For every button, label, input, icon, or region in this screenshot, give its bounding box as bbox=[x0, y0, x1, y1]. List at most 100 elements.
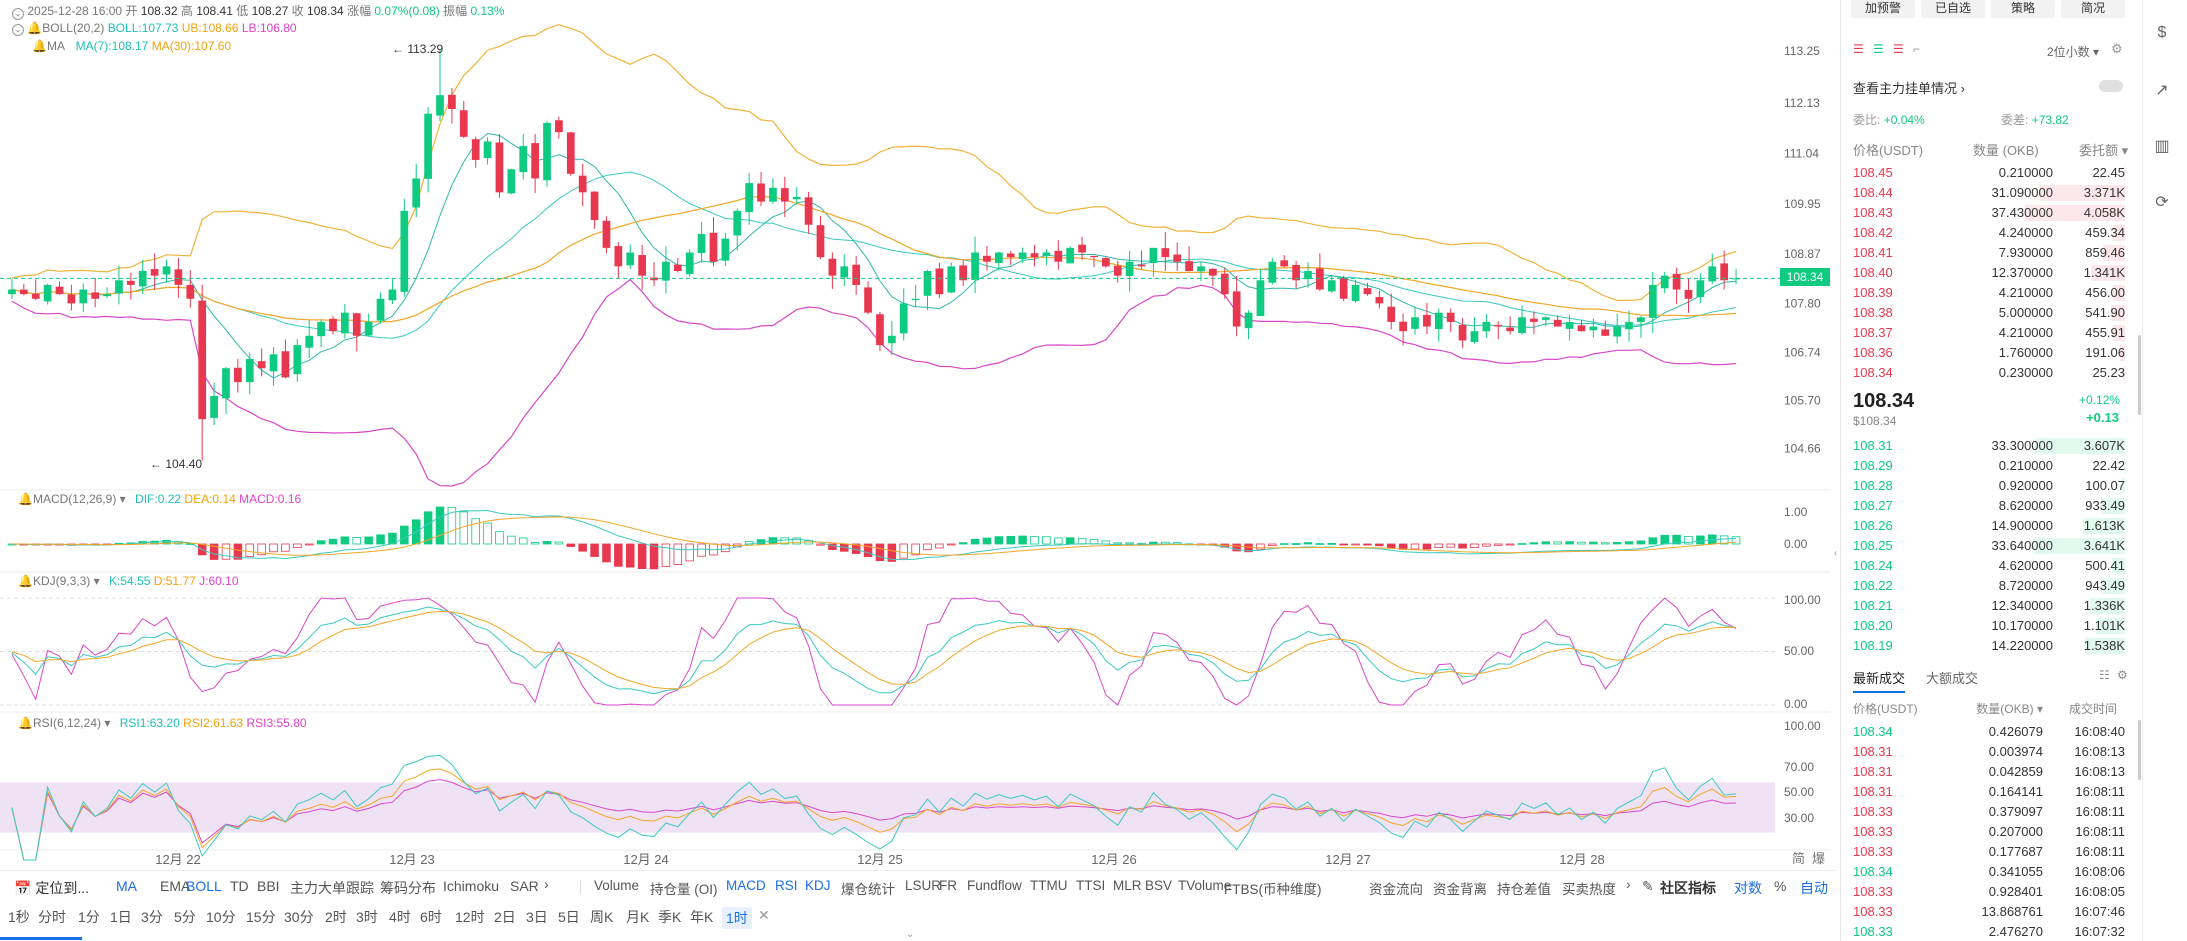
strategy-button[interactable]: 策略 bbox=[1991, 0, 2055, 18]
main-indicator-1[interactable]: EMA bbox=[160, 878, 191, 894]
chevron-right-icon[interactable]: › bbox=[1626, 876, 1631, 892]
sub-indicator-8[interactable]: Fundflow bbox=[967, 878, 1022, 893]
period-16[interactable]: 5日 bbox=[558, 909, 580, 925]
sub-indicator-9[interactable]: TTMU bbox=[1030, 878, 1068, 893]
period-6[interactable]: 10分 bbox=[206, 909, 236, 925]
book-both-icon[interactable]: ☰ bbox=[1853, 42, 1864, 56]
period-13[interactable]: 12时 bbox=[455, 909, 485, 925]
ask-row[interactable]: 108.36 1.760000 191.06 bbox=[1853, 343, 2125, 363]
bell-icon[interactable]: 🔔 bbox=[18, 574, 33, 588]
trend-icon[interactable]: ↗ bbox=[2155, 82, 2169, 99]
bar-chart-icon[interactable]: ▥ bbox=[2154, 138, 2170, 155]
settings-icon[interactable]: ⚙ bbox=[2117, 668, 2128, 682]
bid-row[interactable]: 108.22 8.720000 943.49 bbox=[1853, 576, 2125, 596]
main-indicator-7[interactable]: Ichimoku bbox=[443, 878, 500, 894]
log-scale-toggle[interactable]: 对数 bbox=[1734, 880, 1762, 896]
book-bids-icon[interactable]: ☰ bbox=[1873, 42, 1884, 56]
ask-row[interactable]: 108.34 0.230000 25.23 bbox=[1853, 363, 2125, 383]
ask-row[interactable]: 108.45 0.210000 22.45 bbox=[1853, 163, 2125, 183]
period-7[interactable]: 15分 bbox=[246, 909, 276, 925]
period-2[interactable]: 1分 bbox=[78, 909, 100, 925]
period-21[interactable]: 1时 bbox=[722, 907, 752, 929]
macd-legend[interactable]: 🔔MACD(12,26,9) ▾ DIF:0.22 DEA:0.14 MACD:… bbox=[18, 492, 302, 506]
ask-row[interactable]: 108.41 7.930000 859.46 bbox=[1853, 243, 2125, 263]
scrollbar[interactable] bbox=[2138, 720, 2141, 780]
main-orders-link[interactable]: 查看主力挂单情况 › bbox=[1853, 81, 1965, 96]
sub-indicator-6[interactable]: LSUR bbox=[905, 878, 942, 893]
collapse-icon[interactable]: ⌄ bbox=[12, 24, 24, 36]
bid-row[interactable]: 108.20 10.170000 1.101K bbox=[1853, 616, 2125, 636]
book-asks-icon[interactable]: ☰ bbox=[1893, 42, 1904, 56]
period-8[interactable]: 30分 bbox=[284, 909, 314, 925]
sub-indicator-4[interactable]: KDJ bbox=[805, 878, 831, 893]
ask-row[interactable]: 108.40 12.370000 1.341K bbox=[1853, 263, 2125, 283]
ask-row[interactable]: 108.38 5.000000 541.90 bbox=[1853, 303, 2125, 323]
bell-icon[interactable]: 🔔 bbox=[27, 21, 43, 35]
add-alert-button[interactable]: 加预警 bbox=[1851, 0, 1915, 18]
period-4[interactable]: 3分 bbox=[141, 909, 163, 925]
community-indicators-button[interactable]: 社区指标 bbox=[1660, 880, 1716, 896]
trade-col-qty[interactable]: 数量(OKB) ▾ bbox=[1976, 702, 2043, 716]
close-icon[interactable]: ✕ bbox=[758, 907, 770, 923]
main-indicator-8[interactable]: SAR bbox=[510, 878, 539, 894]
bid-row[interactable]: 108.28 0.920000 100.07 bbox=[1853, 476, 2125, 496]
period-5[interactable]: 5分 bbox=[174, 909, 196, 925]
ma-legend[interactable]: 🔔MA MA(7):108.17 MA(30):107.60 bbox=[32, 39, 232, 53]
settings-icon[interactable]: ⚙ bbox=[2111, 41, 2123, 56]
bell-icon[interactable]: 🔔 bbox=[18, 716, 33, 730]
period-20[interactable]: 年K bbox=[690, 909, 714, 925]
candlestick-chart[interactable]: 113.25 112.13 111.04 109.95 108.87 107.80 106.… bbox=[0, 0, 1830, 870]
period-9[interactable]: 2时 bbox=[325, 909, 347, 925]
bid-row[interactable]: 108.19 14.220000 1.538K bbox=[1853, 636, 2125, 656]
chevron-down-icon[interactable]: ▾ bbox=[93, 574, 100, 588]
sub-indicator-14[interactable]: FTBS(币种维度) bbox=[1224, 882, 1322, 897]
sub-indicator-15[interactable]: 资金流向 bbox=[1369, 882, 1423, 897]
dollar-icon[interactable]: $ bbox=[2157, 24, 2167, 41]
locate-button[interactable]: 📅 定位到... bbox=[14, 880, 89, 896]
sub-indicator-12[interactable]: BSV bbox=[1145, 878, 1173, 893]
ask-row[interactable]: 108.37 4.210000 455.91 bbox=[1853, 323, 2125, 343]
main-indicator-3[interactable]: TD bbox=[230, 878, 249, 894]
sub-indicator-16[interactable]: 资金背离 bbox=[1433, 882, 1487, 897]
period-15[interactable]: 3日 bbox=[526, 909, 548, 925]
depth-icon[interactable]: ⌐ bbox=[1913, 42, 1921, 56]
bid-row[interactable]: 108.26 14.900000 1.613K bbox=[1853, 516, 2125, 536]
chevron-down-icon[interactable]: ▾ bbox=[119, 492, 126, 506]
watchlist-button[interactable]: 已自选 bbox=[1921, 0, 1985, 18]
period-0[interactable]: 1秒 bbox=[8, 909, 30, 925]
sub-indicator-18[interactable]: 买卖热度 bbox=[1562, 882, 1616, 897]
bid-row[interactable]: 108.27 8.620000 933.49 bbox=[1853, 496, 2125, 516]
chevron-down-icon[interactable]: ⌄ bbox=[906, 929, 915, 940]
bid-row[interactable]: 108.25 33.640000 3.641K bbox=[1853, 536, 2125, 556]
sub-indicator-3[interactable]: RSI bbox=[775, 878, 798, 893]
period-10[interactable]: 3时 bbox=[356, 909, 378, 925]
tab-large-trades[interactable]: 大额成交 bbox=[1926, 671, 1979, 686]
sub-indicator-10[interactable]: TTSI bbox=[1076, 878, 1106, 893]
main-indicator-5[interactable]: 主力大单跟踪 bbox=[290, 880, 374, 896]
filter-icon[interactable]: ☷ bbox=[2099, 668, 2110, 682]
boll-legend[interactable]: ⌄ 🔔BOLL(20,2) BOLL:107.73 UB:108.66 LB:1… bbox=[12, 21, 297, 36]
period-18[interactable]: 月K bbox=[626, 909, 650, 925]
main-orders-toggle[interactable] bbox=[2099, 80, 2123, 92]
period-14[interactable]: 2日 bbox=[494, 909, 516, 925]
ask-row[interactable]: 108.43 37.430000 4.058K bbox=[1853, 203, 2125, 223]
sub-indicator-17[interactable]: 持仓差值 bbox=[1497, 882, 1551, 897]
axis-corner-explode[interactable]: 爆 bbox=[1812, 851, 1826, 866]
exchange-icon[interactable]: ⟳ bbox=[2155, 194, 2169, 211]
period-17[interactable]: 周K bbox=[590, 909, 614, 925]
sub-indicator-13[interactable]: TVolume bbox=[1178, 878, 1232, 893]
percent-scale-toggle[interactable]: % bbox=[1774, 878, 1787, 894]
sub-indicator-2[interactable]: MACD bbox=[726, 878, 766, 893]
main-indicator-6[interactable]: 筹码分布 bbox=[380, 880, 436, 896]
scrollbar[interactable] bbox=[2138, 335, 2141, 415]
overview-button[interactable]: 简况 bbox=[2061, 0, 2125, 18]
ask-row[interactable]: 108.42 4.240000 459.34 bbox=[1853, 223, 2125, 243]
collapse-icon[interactable]: ⌄ bbox=[12, 8, 24, 20]
bell-icon[interactable]: 🔔 bbox=[18, 492, 33, 506]
sub-indicator-5[interactable]: 爆仓统计 bbox=[841, 882, 895, 897]
period-19[interactable]: 季K bbox=[658, 909, 682, 925]
period-12[interactable]: 6时 bbox=[420, 909, 442, 925]
sub-indicator-0[interactable]: Volume bbox=[594, 878, 640, 893]
chevron-right-icon[interactable]: › bbox=[544, 876, 549, 892]
bid-row[interactable]: 108.31 33.300000 3.607K bbox=[1853, 436, 2125, 456]
